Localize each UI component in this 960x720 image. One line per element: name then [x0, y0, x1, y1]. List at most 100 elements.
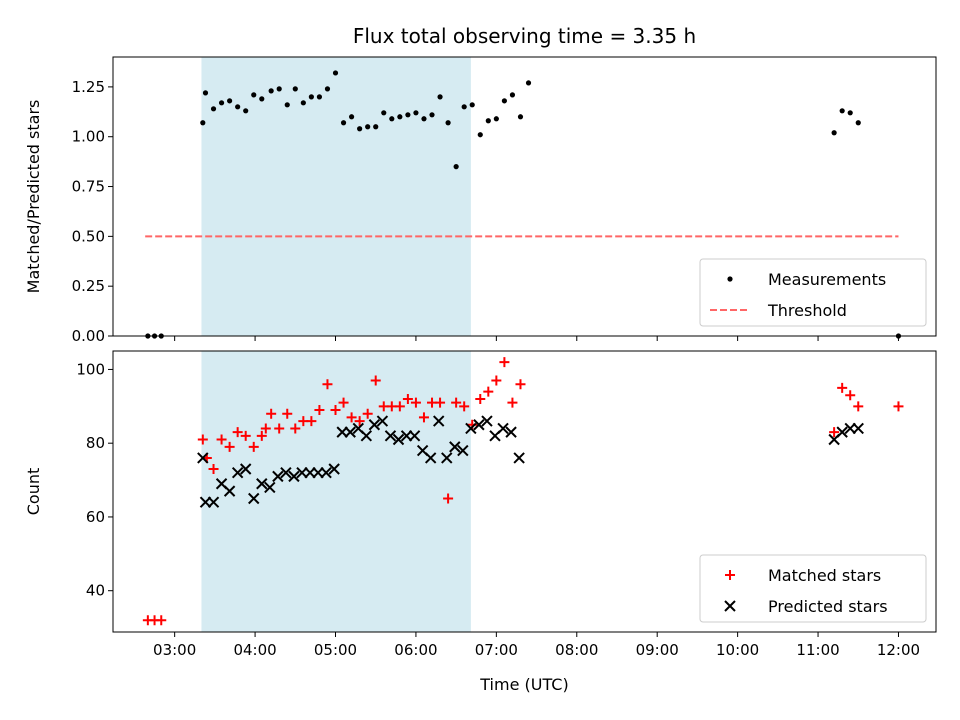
x-tick-label: 10:00 — [716, 641, 759, 659]
measurement-point — [405, 112, 411, 118]
measurement-point — [235, 104, 241, 110]
legend-label: Predicted stars — [768, 597, 888, 616]
legend-label: Measurements — [768, 270, 886, 289]
series-1 — [142, 357, 904, 626]
y-axis-label: Matched/Predicted stars — [24, 100, 43, 294]
predicted-star-point — [513, 452, 525, 464]
predicted-star-point — [248, 492, 260, 505]
predicted-star-point — [449, 441, 461, 453]
matched-star-point — [290, 423, 301, 434]
matched-star-point — [260, 423, 271, 434]
measurement-point — [461, 104, 467, 110]
matched-star-point — [491, 375, 502, 386]
measurement-point — [324, 86, 331, 92]
predicted-star-point — [328, 463, 340, 475]
x-tick-label: 05:00 — [314, 641, 357, 659]
axes-frame — [112, 350, 937, 633]
predicted-star-point — [264, 481, 276, 494]
measurement-point — [284, 102, 290, 108]
predicted-star-point — [408, 430, 421, 442]
predicted-star-point — [272, 470, 284, 483]
predicted-star-point — [344, 426, 356, 438]
matched-star-point — [402, 393, 413, 404]
predicted-star-point — [852, 422, 864, 435]
measurement-point — [421, 116, 427, 122]
predicted-star-point — [368, 419, 381, 431]
matched-star-point — [370, 375, 381, 386]
y-tick-label: 0.75 — [72, 178, 105, 196]
predicted-star-point — [223, 485, 236, 497]
matched-star-point — [306, 416, 317, 427]
measurement-point — [509, 92, 516, 98]
matched-star-point — [483, 386, 494, 397]
y-tick-label: 100 — [76, 360, 105, 378]
matched-star-point — [410, 397, 421, 408]
x-tick-label: 03:00 — [153, 641, 196, 659]
legend: Measurements Threshold — [699, 258, 927, 327]
predicted-star-point — [473, 419, 485, 431]
matched-star-point — [274, 423, 285, 434]
predicted-star-point — [433, 415, 445, 427]
measurement-point — [340, 120, 347, 126]
measurement-point — [259, 96, 265, 102]
measurement-point — [453, 164, 459, 170]
x-tick-label: 06:00 — [394, 641, 437, 659]
ratio-panel: 0.00 0.25 0.50 0.75 1.00 1.25 Matched/Predicte… — [24, 56, 937, 345]
measurement-point — [855, 120, 861, 126]
matched-star-point — [240, 430, 251, 441]
measurement-point — [276, 86, 282, 92]
matched-star-point — [266, 408, 277, 419]
measurement-point — [316, 94, 323, 100]
x-tick-label: 11:00 — [796, 641, 839, 659]
matched-star-point — [232, 427, 243, 438]
matched-star-point — [248, 441, 259, 452]
predicted-star-point — [239, 463, 252, 475]
matched-star-point — [156, 615, 167, 626]
measurement-point — [308, 94, 314, 100]
matched-star-point — [893, 401, 904, 412]
matched-star-point — [829, 427, 840, 438]
predicted-star-point — [280, 466, 292, 479]
count-panel: 03:00 04:00 05:00 06:00 07:00 08:00 09:00 10:00… — [24, 350, 937, 659]
matched-star-point — [459, 401, 470, 412]
predicted-star-point — [360, 430, 373, 442]
matched-star-point — [338, 397, 349, 408]
x-tick-label: 04:00 — [233, 641, 276, 659]
legend-swatch — [725, 570, 735, 580]
predicted-star-point — [424, 452, 437, 464]
measurement-point — [348, 114, 355, 120]
matched-star-point — [394, 401, 405, 412]
measurement-point — [210, 106, 217, 112]
measurement-point — [292, 86, 298, 92]
measurement-point — [300, 100, 306, 106]
predicted-star-point — [197, 452, 209, 464]
predicted-star-point — [288, 470, 300, 483]
matched-star-point — [499, 357, 510, 368]
predicted-star-point — [256, 478, 268, 490]
measurement-point — [831, 130, 837, 136]
axes-frame — [112, 56, 937, 337]
measurement-point — [365, 124, 371, 130]
matched-star-point — [354, 416, 365, 427]
predicted-star-point — [481, 415, 493, 427]
y-tick-label: 0.00 — [72, 327, 105, 345]
predicted-star-point — [384, 430, 397, 442]
y-tick-label: 80 — [86, 434, 105, 452]
predicted-star-point — [231, 466, 244, 479]
measurement-point — [469, 102, 475, 108]
measurement-point — [381, 110, 387, 116]
matched-star-point — [314, 405, 325, 416]
matched-star-point — [515, 379, 526, 390]
measurement-point — [373, 124, 379, 130]
measurement-point — [501, 98, 507, 104]
matched-star-point — [322, 379, 333, 390]
matched-star-point — [330, 405, 341, 416]
y-axis-label: Count — [24, 468, 43, 516]
measurement-point — [200, 120, 206, 126]
observing-span — [201, 351, 471, 632]
measurement-point — [243, 108, 249, 114]
matched-star-point — [435, 397, 446, 408]
matched-star-point — [418, 412, 429, 423]
measurement-point — [357, 126, 363, 132]
